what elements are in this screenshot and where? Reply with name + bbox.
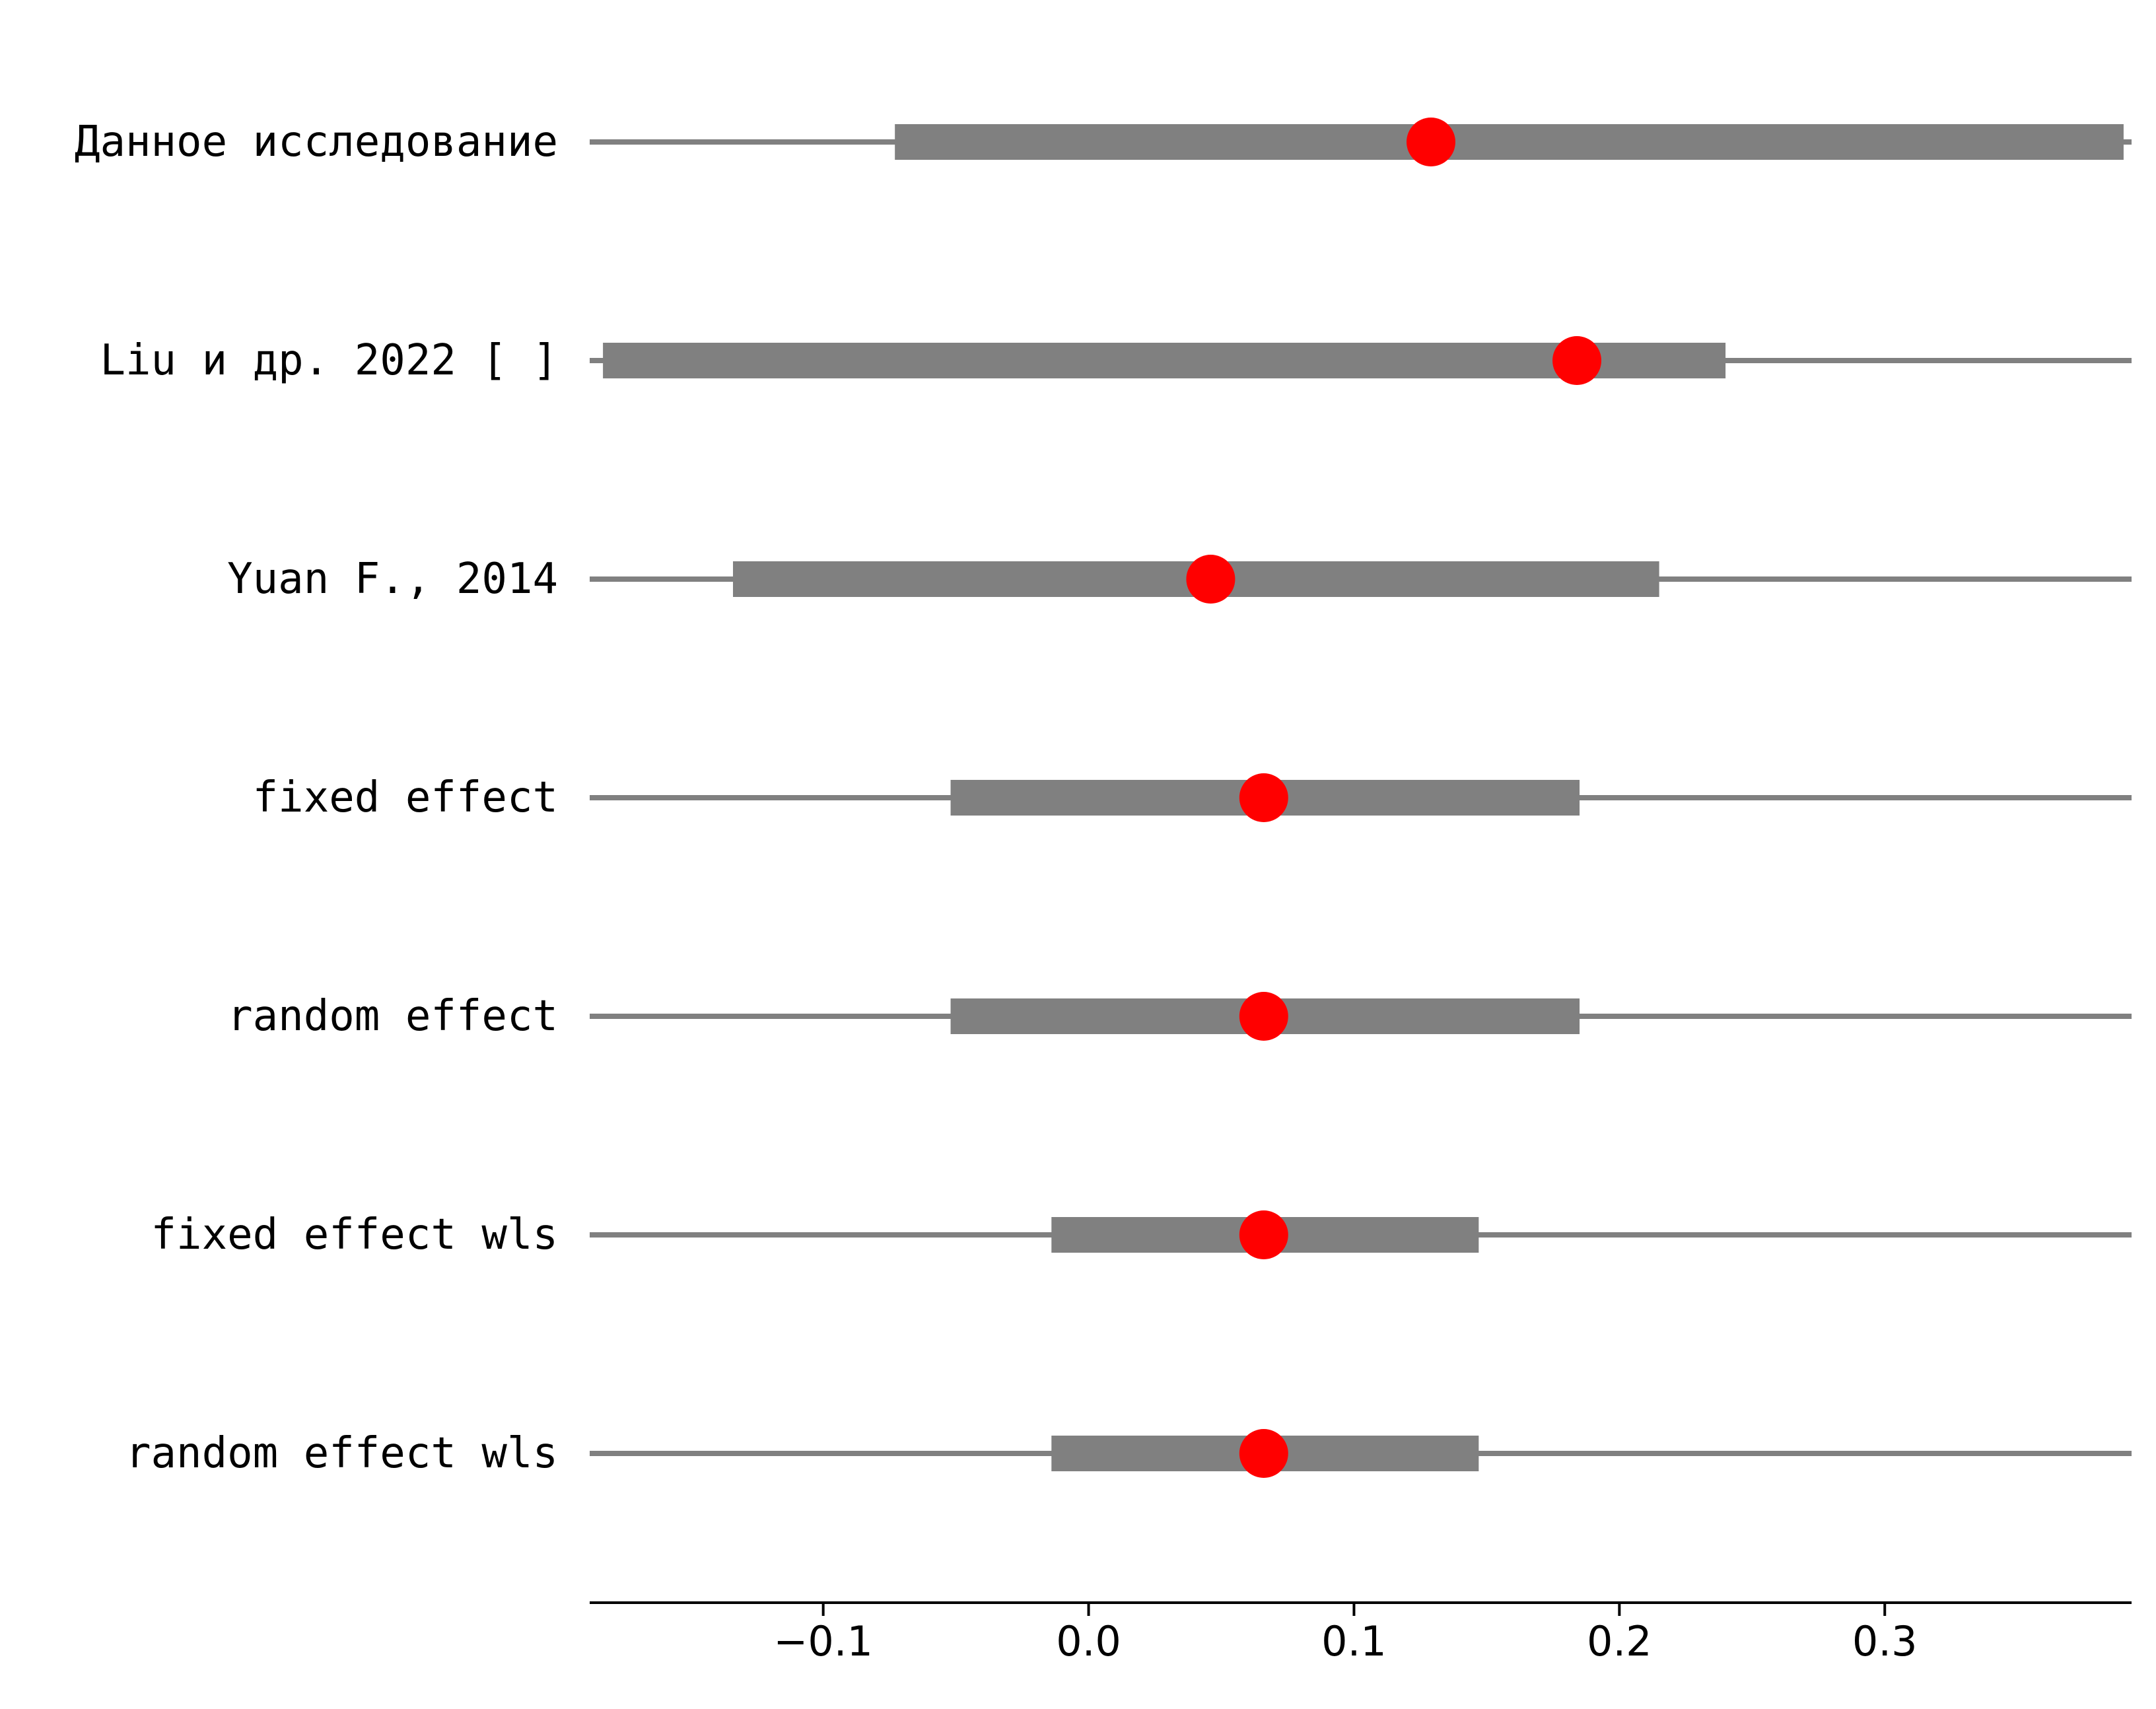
ci-bar (895, 124, 2124, 160)
point-estimate (1239, 773, 1288, 822)
forest-row: random effect wls (125, 1429, 2132, 1478)
forest-row: Данное исследование (75, 118, 2132, 166)
forest-row: random effect (227, 992, 2132, 1041)
study-label: Liu и др. 2022 [ ] (100, 336, 558, 385)
x-axis: −0.1 0.0 0.1 0.2 0.3 (590, 1601, 2132, 1665)
point-estimate (1239, 992, 1288, 1041)
point-estimate (1239, 1210, 1288, 1259)
forest-row: Yuan F., 2014 (227, 555, 2132, 604)
point-estimate (1552, 336, 1602, 385)
point-estimate (1186, 555, 1235, 604)
study-label: Данное исследование (75, 118, 558, 166)
rows-layer: Данное исследование Liu и др. 2022 [ ] Yua… (75, 118, 2132, 1478)
forest-row: Liu и др. 2022 [ ] (100, 336, 2132, 385)
x-tick-label: 0.2 (1587, 1617, 1652, 1665)
forest-row: fixed effect (253, 773, 2132, 822)
x-tick-label: −0.1 (773, 1617, 873, 1665)
study-label: random effect wls (125, 1429, 558, 1478)
point-estimate (1407, 118, 1456, 166)
ci-bar (603, 343, 1726, 378)
study-label: fixed effect (253, 773, 558, 822)
x-tick-label: 0.1 (1321, 1617, 1387, 1665)
x-tick-label: 0.3 (1852, 1617, 1918, 1665)
study-label: random effect (227, 992, 558, 1041)
point-estimate (1239, 1429, 1288, 1478)
study-label: Yuan F., 2014 (227, 555, 558, 604)
forest-row: fixed effect wls (151, 1210, 2132, 1259)
study-label: fixed effect wls (151, 1210, 559, 1259)
x-tick-label: 0.0 (1056, 1617, 1121, 1665)
